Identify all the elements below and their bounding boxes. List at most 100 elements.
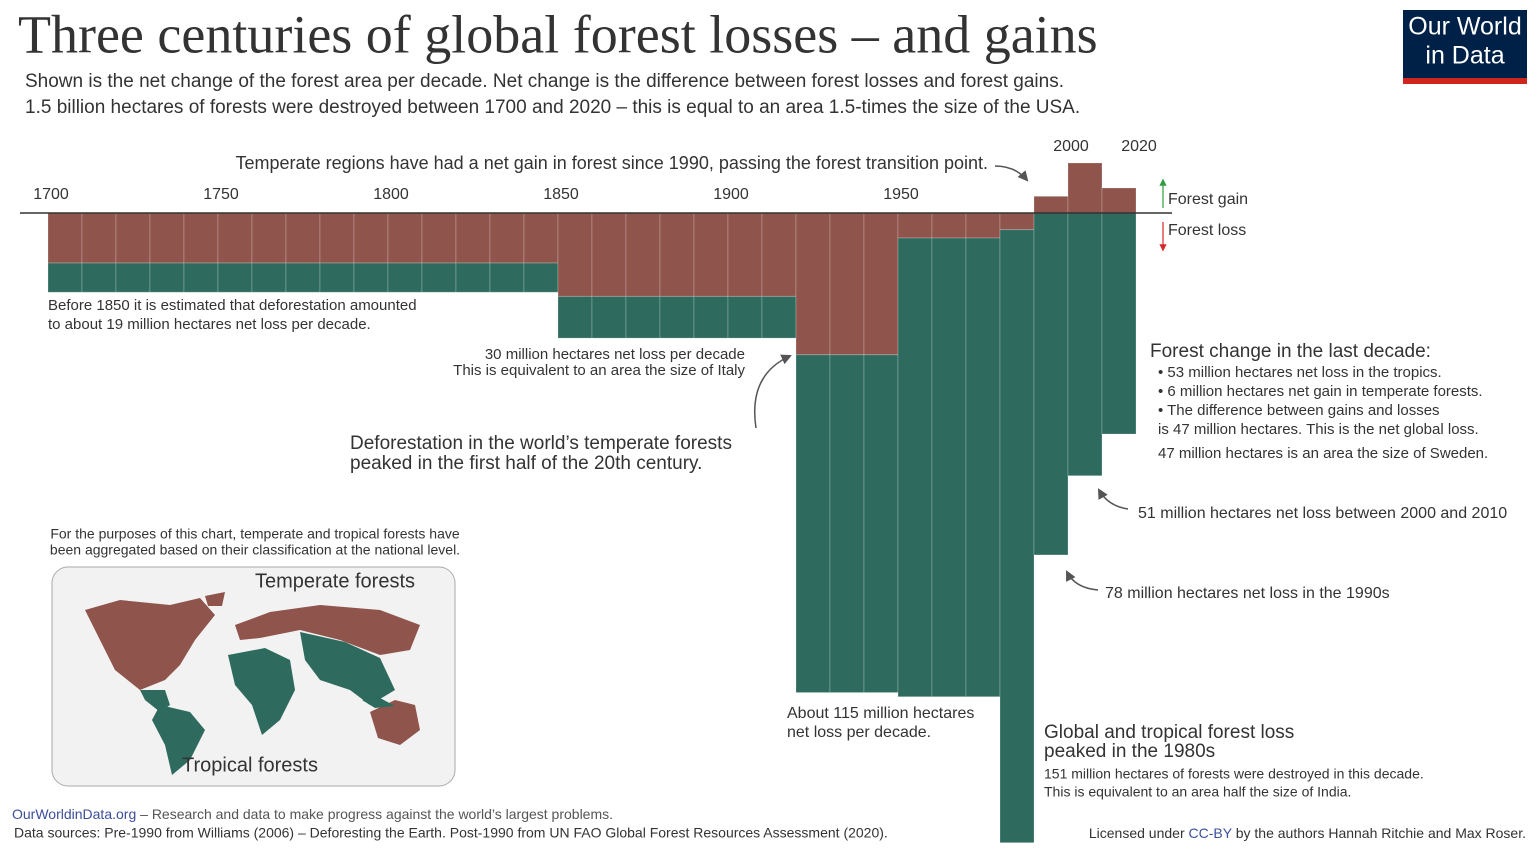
bar-segment bbox=[115, 212, 151, 264]
footer: OurWorldinData.org – Research and data t… bbox=[12, 806, 1526, 841]
bar-segment bbox=[863, 212, 899, 356]
bar-segment bbox=[489, 262, 525, 293]
bar-segment bbox=[591, 212, 627, 297]
annotation-arrow bbox=[754, 354, 792, 429]
bar-segment bbox=[727, 212, 763, 297]
logo[interactable]: Our World in Data bbox=[1403, 10, 1527, 84]
annotation: peaked in the 1980s bbox=[1044, 741, 1215, 762]
x-tick-label: 2000 bbox=[1053, 138, 1089, 155]
legend-label: Tropical forests bbox=[182, 754, 318, 776]
bar-segment bbox=[149, 212, 185, 264]
logo-text: Our World bbox=[1408, 13, 1521, 41]
gain-label: Forest gain bbox=[1168, 191, 1248, 208]
bar-segment bbox=[795, 354, 831, 694]
bar-segment bbox=[251, 262, 287, 293]
annotation: 78 million hectares net loss in the 1990… bbox=[1105, 585, 1390, 602]
bar-segment bbox=[761, 295, 797, 339]
bar-segment bbox=[829, 354, 865, 694]
loss-label: Forest loss bbox=[1168, 222, 1246, 239]
logo-bar bbox=[1403, 78, 1527, 84]
bar-segment bbox=[999, 229, 1035, 844]
bar-segment bbox=[455, 262, 491, 293]
annotation: peaked in the first half of the 20th cen… bbox=[350, 453, 702, 474]
annotation: to about 19 million hectares net loss pe… bbox=[48, 316, 371, 333]
bar-segment bbox=[931, 237, 967, 698]
bar-segment bbox=[115, 262, 151, 293]
bar-segment bbox=[761, 212, 797, 297]
bar-segment bbox=[557, 212, 593, 297]
annotation: 51 million hectares net loss between 200… bbox=[1138, 505, 1507, 522]
bar-segment bbox=[1101, 212, 1137, 435]
x-tick-label: 1900 bbox=[713, 186, 749, 203]
bar-segment bbox=[591, 295, 627, 339]
annotation: • The difference between gains and losse… bbox=[1158, 402, 1440, 419]
bar-segment bbox=[693, 295, 729, 339]
bars bbox=[47, 162, 1137, 844]
bar-segment bbox=[523, 262, 559, 293]
bar-segment bbox=[319, 212, 355, 264]
bar-segment bbox=[217, 262, 253, 293]
annotation: 47 million hectares is an area the size … bbox=[1158, 445, 1488, 462]
annotation: Deforestation in the world’s temperate f… bbox=[350, 433, 732, 454]
annotation-arrow bbox=[1066, 570, 1099, 591]
bar-segment bbox=[47, 262, 83, 293]
annotation: • 53 million hectares net loss in the tr… bbox=[1158, 364, 1442, 381]
bar-segment bbox=[999, 212, 1035, 231]
bar-segment bbox=[829, 212, 865, 356]
footer-line: OurWorldinData.org – Research and data t… bbox=[12, 806, 613, 822]
bar-segment bbox=[421, 262, 457, 293]
bar-segment bbox=[557, 295, 593, 339]
bar-segment bbox=[863, 354, 899, 694]
bar-segment bbox=[659, 212, 695, 297]
annotation-arrow bbox=[994, 165, 1029, 182]
bar-segment bbox=[659, 295, 695, 339]
bar-segment bbox=[319, 262, 355, 293]
bar-segment bbox=[81, 262, 117, 293]
bar-segment bbox=[523, 212, 559, 264]
bar-segment bbox=[285, 262, 321, 293]
bar-segment bbox=[1067, 162, 1103, 214]
annotation: is 47 million hectares. This is the net … bbox=[1158, 421, 1479, 438]
bar-segment bbox=[625, 212, 661, 297]
bar-segment bbox=[217, 212, 253, 264]
x-tick-label: 1750 bbox=[203, 186, 239, 203]
annotation: 30 million hectares net loss per decade bbox=[485, 346, 745, 363]
x-tick-label: 1950 bbox=[883, 186, 919, 203]
annotation: This is equivalent to an area half the s… bbox=[1044, 784, 1351, 800]
x-tick-label: 1800 bbox=[373, 186, 409, 203]
map-note: For the purposes of this chart, temperat… bbox=[50, 526, 460, 542]
legend-label: Temperate forests bbox=[255, 570, 415, 592]
annotation: • 6 million hectares net gain in tempera… bbox=[1158, 383, 1483, 400]
map-note: been aggregated based on their classific… bbox=[50, 542, 460, 558]
license-link[interactable]: CC-BY bbox=[1189, 825, 1233, 841]
annotation: 151 million hectares of forests were des… bbox=[1044, 766, 1424, 782]
bar-segment bbox=[81, 212, 117, 264]
annotation-arrow bbox=[1097, 488, 1129, 510]
bar-segment bbox=[1067, 212, 1103, 477]
bar-segment bbox=[149, 262, 185, 293]
bar-segment bbox=[353, 212, 389, 264]
bar-segment bbox=[795, 212, 831, 356]
bar-segment bbox=[965, 212, 1001, 239]
bar-segment bbox=[1033, 212, 1069, 556]
annotation: Forest change in the last decade: bbox=[1150, 341, 1431, 362]
logo-box bbox=[1403, 10, 1527, 78]
annotation: Global and tropical forest loss bbox=[1044, 722, 1294, 743]
bar-segment bbox=[897, 237, 933, 698]
annotation: net loss per decade. bbox=[787, 724, 931, 741]
x-tick-label: 2020 bbox=[1121, 138, 1157, 155]
license: Licensed under CC-BY by the authors Hann… bbox=[1089, 825, 1526, 841]
title: Three centuries of global forest losses … bbox=[18, 4, 1098, 64]
bar-segment bbox=[489, 212, 525, 264]
annotation: Before 1850 it is estimated that defores… bbox=[48, 297, 417, 314]
bar-segment bbox=[897, 212, 933, 239]
bar-segment bbox=[455, 212, 491, 264]
bar-segment bbox=[353, 262, 389, 293]
bar-segment bbox=[387, 212, 423, 264]
annotation: Temperate regions have had a net gain in… bbox=[236, 153, 988, 173]
annotation: This is equivalent to an area the size o… bbox=[453, 362, 745, 379]
sources: Data sources: Pre-1990 from Williams (20… bbox=[14, 825, 888, 841]
site-link[interactable]: OurWorldinData.org bbox=[12, 806, 136, 822]
subtitle: Shown is the net change of the forest ar… bbox=[25, 71, 1064, 92]
